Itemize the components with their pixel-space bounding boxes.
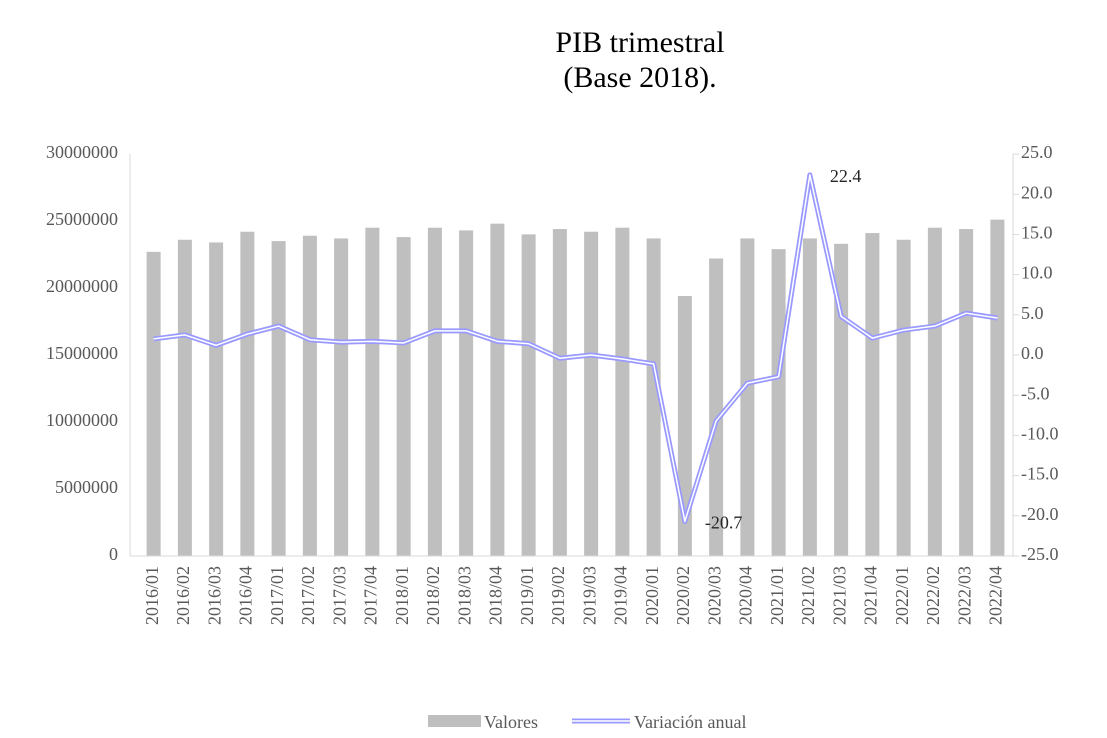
bar: [584, 231, 599, 556]
bar: [771, 249, 786, 556]
x-tick-label: 2022/03: [954, 566, 974, 625]
x-tick-label: 2017/03: [329, 566, 349, 625]
bar: [521, 234, 536, 556]
y-tick-label: 20000000: [46, 276, 118, 296]
x-tick-label: 2016/01: [142, 566, 162, 625]
bar: [302, 235, 317, 557]
x-tick-label: 2018/03: [454, 566, 474, 625]
x-tick-label: 2021/02: [798, 566, 818, 625]
y-tick-label: 15000000: [46, 343, 118, 363]
legend-label: Variación anual: [634, 712, 746, 732]
y2-tick-label: -5.0: [1021, 383, 1050, 403]
x-tick-label: 2017/02: [298, 566, 318, 625]
x-tick-label: 2019/03: [579, 566, 599, 625]
y2-tick-label: 5.0: [1021, 303, 1044, 323]
bar: [427, 227, 442, 556]
y-tick-label: 30000000: [46, 142, 118, 162]
x-tick-label: 2020/03: [704, 566, 724, 625]
y-tick-label: 0: [109, 544, 118, 564]
x-tick-label: 2017/01: [267, 566, 287, 625]
x-tick-label: 2021/03: [829, 566, 849, 625]
bar: [865, 233, 880, 556]
x-tick-label: 2019/02: [548, 566, 568, 625]
x-tick-label: 2018/02: [423, 566, 443, 625]
bar: [552, 229, 567, 557]
bar: [990, 219, 1005, 556]
bar: [927, 227, 942, 556]
x-tick-label: 2021/04: [861, 566, 881, 625]
x-tick-label: 2020/04: [736, 566, 756, 625]
bar: [802, 238, 817, 557]
bar: [271, 241, 286, 556]
x-tick-label: 2018/01: [392, 566, 412, 625]
x-tick-label: 2019/04: [611, 566, 631, 625]
chart-title: PIB trimestral: [555, 26, 724, 59]
bar: [177, 239, 192, 556]
legend-label: Valores: [484, 712, 538, 732]
x-tick-label: 2016/04: [236, 566, 256, 625]
bar: [740, 238, 755, 557]
bar: [365, 227, 380, 556]
x-tick-label: 2020/01: [642, 566, 662, 625]
data-label: -20.7: [705, 513, 743, 533]
bar: [646, 238, 661, 557]
bar: [896, 239, 911, 556]
y2-tick-label: 15.0: [1021, 223, 1053, 243]
chart-subtitle: (Base 2018).: [563, 61, 716, 94]
x-tick-label: 2016/03: [204, 566, 224, 625]
y2-tick-label: -10.0: [1021, 424, 1059, 444]
bar: [490, 223, 505, 556]
bar: [459, 230, 474, 556]
bar: [209, 242, 224, 556]
legend-swatch: [428, 715, 481, 727]
x-tick-label: 2022/04: [986, 566, 1006, 625]
x-tick-label: 2016/02: [173, 566, 193, 625]
bar: [396, 237, 411, 556]
bar: [334, 238, 349, 557]
data-label: 22.4: [830, 166, 862, 186]
y-tick-label: 25000000: [46, 209, 118, 229]
y2-tick-label: -15.0: [1021, 464, 1059, 484]
y2-tick-label: 25.0: [1021, 142, 1053, 162]
y2-tick-label: -20.0: [1021, 504, 1059, 524]
bar: [146, 251, 161, 556]
bar: [240, 231, 255, 556]
y-tick-label: 10000000: [46, 410, 118, 430]
y2-tick-label: 10.0: [1021, 263, 1053, 283]
x-tick-label: 2022/01: [892, 566, 912, 625]
x-tick-label: 2021/01: [767, 566, 787, 625]
x-tick-label: 2017/04: [361, 566, 381, 625]
y2-tick-label: 20.0: [1021, 182, 1053, 202]
bar: [959, 229, 974, 557]
bar: [615, 227, 630, 556]
line-inner: [153, 174, 998, 523]
y2-tick-label: -25.0: [1021, 544, 1059, 564]
x-tick-label: 2018/04: [486, 566, 506, 625]
x-tick-label: 2020/02: [673, 566, 693, 625]
y-tick-label: 5000000: [55, 477, 118, 497]
x-tick-label: 2019/01: [517, 566, 537, 625]
bar: [709, 258, 724, 556]
x-tick-label: 2022/02: [923, 566, 943, 625]
y2-tick-label: 0.0: [1021, 343, 1044, 363]
